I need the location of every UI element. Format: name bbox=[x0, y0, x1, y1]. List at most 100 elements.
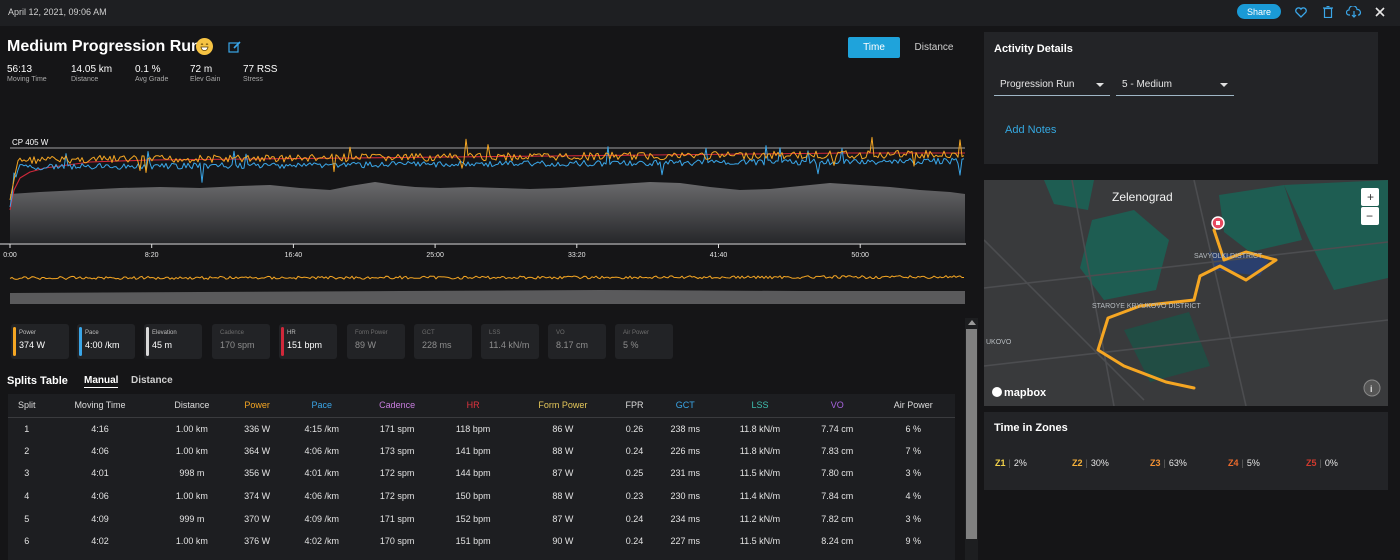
metric-air-power[interactable]: Air Power 5 % bbox=[615, 324, 673, 359]
column-header[interactable]: Form Power bbox=[510, 394, 616, 418]
activity-panel: Medium Progression Run Time Distance 56:… bbox=[0, 26, 978, 560]
metric-color-bar bbox=[13, 327, 16, 356]
metric-elevation[interactable]: Elevation 45 m bbox=[144, 324, 202, 359]
table-cell: 0.25 bbox=[625, 468, 644, 479]
table-cell: 7.82 cm bbox=[821, 513, 854, 524]
column-header[interactable]: Distance bbox=[154, 394, 230, 418]
map-district-label: UKOVO bbox=[986, 339, 1012, 346]
metric-lss[interactable]: LSS 11.4 kN/m bbox=[481, 324, 539, 359]
table-cell: 0.23 bbox=[625, 491, 644, 502]
table-cell: 230 ms bbox=[670, 491, 701, 502]
table-row[interactable]: 2 4:06 1.00 km 364 W 4:06 /km 173 spm 141 bpm 8… bbox=[8, 440, 955, 463]
column-header[interactable]: Cadence bbox=[358, 394, 436, 418]
heart-icon[interactable] bbox=[1293, 4, 1309, 20]
column-header[interactable]: VO bbox=[803, 394, 872, 418]
table-cell: 4:06 /km bbox=[304, 491, 340, 502]
close-icon[interactable] bbox=[1372, 4, 1388, 20]
column-header[interactable]: FPR bbox=[615, 394, 654, 418]
scrollbar[interactable] bbox=[965, 318, 978, 560]
metric-hr[interactable]: HR 151 bpm bbox=[279, 324, 337, 359]
scroll-up-arrow-icon[interactable] bbox=[968, 320, 976, 325]
route-map[interactable]: Zelenograd SAVYOLKI DISTRICT STAROYE KRY… bbox=[984, 180, 1388, 406]
table-cell: 11.8 kN/m bbox=[739, 423, 781, 434]
column-header[interactable]: LSS bbox=[716, 394, 804, 418]
table-row[interactable]: 1 4:16 1.00 km 336 W 4:15 /km 171 spm 118 bpm 8… bbox=[8, 417, 955, 440]
splits-table: Split Moving Time Distance Power Pace Cadence… bbox=[8, 394, 955, 560]
column-header[interactable]: Moving Time bbox=[45, 394, 155, 418]
metric-gct[interactable]: GCT 228 ms bbox=[414, 324, 472, 359]
edit-icon[interactable] bbox=[228, 40, 242, 54]
add-notes-link[interactable]: Add Notes bbox=[1005, 124, 1057, 136]
table-cell: 86 W bbox=[552, 423, 574, 434]
table-cell: 364 W bbox=[244, 445, 271, 456]
table-cell: 3 % bbox=[905, 468, 921, 479]
table-cell: 11.5 kN/m bbox=[739, 536, 781, 547]
x-tick-label: 33:20 bbox=[568, 252, 586, 259]
metric-vo[interactable]: VO 8.17 cm bbox=[548, 324, 606, 359]
forest-area bbox=[1124, 312, 1210, 382]
toggle-time[interactable]: Time bbox=[848, 37, 900, 58]
table-cell: 7.83 cm bbox=[821, 445, 854, 456]
column-header[interactable]: Pace bbox=[284, 394, 359, 418]
metric-power[interactable]: Power 374 W bbox=[11, 324, 69, 359]
grin-emoji-icon[interactable] bbox=[196, 38, 213, 55]
table-row[interactable]: 3 4:01 998 m 356 W 4:01 /km 172 spm 144 bpm 87 … bbox=[8, 462, 955, 485]
zone-4: Z4 | 5% bbox=[1228, 458, 1260, 468]
table-cell: 998 m bbox=[179, 468, 205, 479]
elevation-area bbox=[10, 182, 965, 243]
table-cell: 8.24 cm bbox=[821, 536, 854, 547]
table-cell: 87 W bbox=[552, 468, 574, 479]
share-button[interactable]: Share bbox=[1237, 4, 1281, 19]
table-row[interactable]: 4 4:06 1.00 km 374 W 4:06 /km 172 spm 150 bpm 8… bbox=[8, 485, 955, 508]
pace-series bbox=[9, 145, 965, 208]
trash-icon[interactable] bbox=[1320, 4, 1336, 20]
overview-elevation-area bbox=[10, 290, 965, 304]
table-cell: 999 m bbox=[179, 513, 205, 524]
power-series bbox=[9, 136, 965, 201]
table-cell: 226 ms bbox=[670, 445, 701, 456]
toggle-distance[interactable]: Distance bbox=[914, 42, 954, 53]
cloud-download-icon[interactable] bbox=[1346, 4, 1362, 20]
activity-date: April 12, 2021, 09:06 AM bbox=[8, 7, 107, 17]
table-cell: 234 ms bbox=[670, 513, 701, 524]
tab-manual[interactable]: Manual bbox=[84, 375, 119, 388]
metric-pace[interactable]: Pace 4:00 /km bbox=[77, 324, 135, 359]
column-header[interactable]: Split bbox=[8, 394, 46, 418]
table-cell: 3 bbox=[24, 468, 30, 479]
tab-distance[interactable]: Distance bbox=[131, 375, 173, 386]
scrollbar-thumb[interactable] bbox=[966, 329, 977, 539]
metric-color-bar bbox=[79, 327, 82, 356]
table-cell: 3 % bbox=[905, 513, 921, 524]
table-cell: 7.74 cm bbox=[821, 423, 854, 434]
metric-cadence[interactable]: Cadence 170 spm bbox=[212, 324, 270, 359]
table-cell: 4 % bbox=[905, 491, 921, 502]
column-header[interactable]: HR bbox=[435, 394, 511, 418]
difficulty-select[interactable]: 5 - Medium bbox=[1116, 76, 1234, 96]
route-line bbox=[1096, 220, 1278, 390]
time-in-zones-card: Time in Zones bbox=[984, 412, 1388, 490]
table-cell: 7 % bbox=[905, 445, 921, 456]
stat-stress: 77 RSS Stress bbox=[243, 64, 278, 83]
zoom-out-label: − bbox=[1366, 209, 1373, 223]
map-district-label: STAROYE KRYUKOVO DISTRICT bbox=[1092, 303, 1201, 310]
splits-title: Splits Table bbox=[7, 375, 68, 387]
column-header[interactable]: Power bbox=[229, 394, 285, 418]
activity-chart[interactable]: CP 405 W 0:00 8:20 16:40 25:00 33:20 41:40 50:… bbox=[0, 130, 978, 310]
info-icon bbox=[1363, 379, 1381, 397]
table-cell: 370 W bbox=[244, 513, 271, 524]
x-tick-label: 16:40 bbox=[285, 252, 303, 259]
workout-type-select[interactable]: Progression Run bbox=[994, 76, 1110, 96]
table-cell: 356 W bbox=[244, 468, 271, 479]
table-cell: 7.84 cm bbox=[821, 491, 854, 502]
zone-3: Z3 | 63% bbox=[1150, 458, 1187, 468]
metric-form-power[interactable]: Form Power 89 W bbox=[347, 324, 405, 359]
table-row[interactable]: 6 4:02 1.00 km 376 W 4:02 /km 170 spm 151 bpm 9… bbox=[8, 530, 955, 553]
column-header[interactable]: Air Power bbox=[871, 394, 955, 418]
table-row[interactable]: 5 4:09 999 m 370 W 4:09 /km 171 spm 152 bpm 87 … bbox=[8, 507, 955, 530]
column-header[interactable]: GCT bbox=[653, 394, 717, 418]
table-cell: 4:16 bbox=[91, 423, 109, 434]
table-cell: 144 bpm bbox=[455, 468, 491, 479]
table-cell: 150 bpm bbox=[455, 491, 491, 502]
chevron-down-icon bbox=[1220, 83, 1228, 87]
zone-1: Z1 | 2% bbox=[995, 458, 1027, 468]
